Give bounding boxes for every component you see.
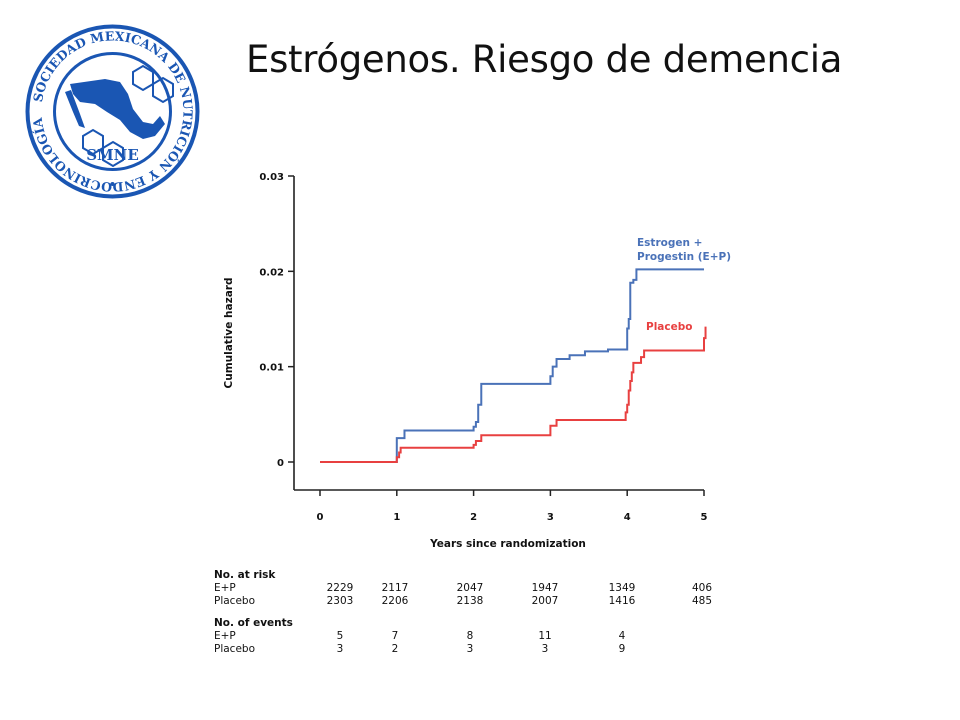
at-risk-cell: 485 [691, 595, 713, 607]
map-of-mexico-icon [65, 79, 165, 139]
events-cell: 3 [336, 643, 344, 655]
x-tick-label: 1 [393, 512, 400, 523]
smne-logo: SOCIEDAD MEXICANA DE NUTRICIÓN Y ENDOCRI… [25, 24, 200, 199]
y-tick-label: 0.01 [259, 363, 284, 374]
events-cell: 3 [541, 643, 549, 655]
y-axis-ticks: 0 0.01 0.02 0.03 [259, 172, 294, 469]
events-cell: 2 [391, 643, 399, 655]
at-risk-rows: E+P 2229 2117 2047 1947 1349 406 Placebo 2303 220… [214, 582, 712, 608]
at-risk-cell: 2047 [456, 582, 484, 594]
at-risk-cell: 406 [691, 582, 713, 594]
at-risk-row-label: E+P [214, 582, 236, 594]
events-cell: 9 [618, 643, 626, 655]
events-cell: 7 [391, 630, 399, 642]
logo-acronym: SMNE [86, 146, 139, 164]
chart-axes [293, 176, 704, 491]
events-heading: No. of events [214, 617, 293, 629]
slide-title: Estrógenos. Riesgo de demencia [246, 38, 843, 81]
y-tick-label: 0.03 [259, 172, 284, 183]
series-lines [320, 268, 707, 463]
at-risk-row: Placebo 2303 2206 2138 2007 1416 485 [214, 595, 712, 608]
at-risk-cell: 2117 [381, 582, 409, 594]
series-labels: Estrogen + Progestin (E+P) Placebo [637, 237, 731, 333]
at-risk-cell: 2303 [326, 595, 354, 607]
events-row-label: Placebo [214, 643, 256, 655]
logo-inner-ring [53, 52, 172, 171]
y-tick-label: 0.02 [259, 267, 284, 278]
series-label-estrogen-progestin: Estrogen + Progestin (E+P) [637, 237, 731, 263]
events-cell: 5 [336, 630, 344, 642]
series-line-placebo [320, 326, 707, 463]
x-axis-ticks: 0 1 2 3 4 5 [317, 490, 708, 523]
logo-outer-ring [25, 24, 200, 199]
at-risk-cell: 2138 [456, 595, 484, 607]
x-tick-label: 4 [624, 512, 631, 523]
events-cell: 4 [618, 630, 626, 642]
at-risk-cell: 1416 [608, 595, 636, 607]
at-risk-cell: 2206 [381, 595, 409, 607]
at-risk-row-label: Placebo [214, 595, 256, 607]
events-cell: 3 [466, 643, 474, 655]
series-line-estrogen-progestin [320, 268, 704, 463]
x-axis-label: Years since randomization [429, 538, 586, 550]
at-risk-cell: 1349 [608, 582, 636, 594]
events-rows: E+P 5 7 8 11 4 Placebo 3 2 3 3 9 [214, 630, 625, 656]
x-tick-label: 3 [547, 512, 554, 523]
y-tick-label: 0 [277, 458, 284, 469]
events-row-label: E+P [214, 630, 236, 642]
events-cell: 11 [538, 630, 552, 642]
y-axis-label: Cumulative hazard [223, 278, 235, 389]
at-risk-cell: 2007 [531, 595, 559, 607]
logo-dot [110, 182, 115, 186]
series-label-placebo: Placebo [646, 321, 692, 333]
at-risk-heading: No. at risk [214, 569, 276, 581]
at-risk-cell: 2229 [326, 582, 354, 594]
at-risk-cell: 1947 [531, 582, 559, 594]
events-row: E+P 5 7 8 11 4 [214, 630, 625, 643]
events-cell: 8 [466, 630, 474, 642]
molecule-hexagons-icon [82, 64, 174, 168]
events-row: Placebo 3 2 3 3 9 [214, 643, 625, 656]
at-risk-row: E+P 2229 2117 2047 1947 1349 406 [214, 582, 712, 595]
x-tick-label: 0 [317, 512, 324, 523]
risk-table: No. at risk E+P 2229 2117 2047 1947 1349 406 Pl… [214, 569, 712, 656]
x-tick-label: 2 [470, 512, 477, 523]
x-tick-label: 5 [701, 512, 708, 523]
